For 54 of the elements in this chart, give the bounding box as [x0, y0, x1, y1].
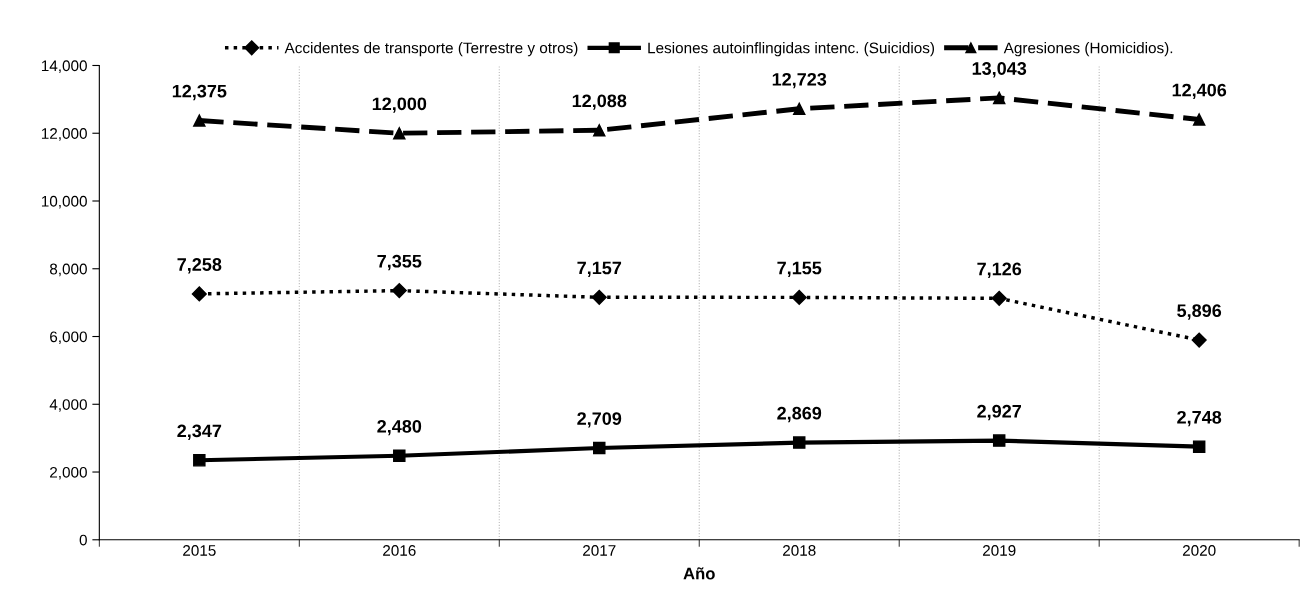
x-tick-label: 2019	[982, 545, 1016, 556]
point	[791, 289, 807, 305]
point	[1191, 332, 1207, 348]
data-label: 2,709	[577, 412, 622, 428]
x-tick-label: 2016	[383, 545, 416, 556]
point	[391, 283, 407, 299]
point	[193, 114, 206, 127]
y-tick-label: 4,000	[49, 399, 87, 412]
point	[593, 441, 606, 455]
data-label: 7,155	[777, 261, 822, 277]
y-tick-label: 8,000	[49, 263, 87, 277]
point	[191, 286, 207, 302]
data-label: 12,406	[1172, 83, 1227, 100]
y-tick-label: 2,000	[50, 466, 87, 480]
y-tick-label: 14,000	[41, 60, 87, 73]
point	[1192, 440, 1206, 453]
point	[591, 289, 607, 305]
data-label: 7,355	[377, 254, 422, 271]
data-label: 12,088	[572, 94, 627, 110]
point	[792, 436, 806, 449]
legend-label: Agresiones (Homicidios).	[1003, 42, 1173, 57]
point	[393, 449, 406, 463]
y-tick-label: 0	[79, 534, 87, 546]
data-label: 2,347	[177, 424, 222, 440]
data-label: 2,927	[977, 404, 1021, 421]
point	[991, 290, 1007, 306]
data-label: 12,000	[372, 97, 427, 113]
x-tick-label: 2018	[783, 545, 816, 556]
data-label: 12,723	[772, 72, 827, 89]
data-label: 2,869	[777, 406, 822, 423]
point	[1192, 113, 1206, 126]
point	[193, 454, 206, 467]
x-axis-title: Año	[683, 567, 715, 580]
data-label: 5,896	[1177, 304, 1222, 320]
legend-label: Lesiones autoinflingidas intenc. (Suicidios)	[648, 42, 935, 57]
x-tick-label: 2017	[583, 545, 616, 556]
x-tick-label: 2015	[183, 545, 216, 556]
data-label: 13,043	[972, 62, 1027, 78]
y-tick-label: 12,000	[41, 128, 87, 141]
legend-label: Accidentes de transporte (Terrestre y otros)	[284, 42, 578, 57]
y-tick-label: 6,000	[50, 331, 87, 344]
data-label: 12,375	[172, 84, 227, 101]
point	[593, 124, 606, 137]
point	[393, 126, 406, 140]
data-label: 7,157	[577, 261, 622, 277]
point	[992, 91, 1006, 105]
data-label: 7,258	[177, 258, 222, 274]
point	[992, 434, 1006, 447]
y-tick-label: 10,000	[41, 195, 87, 209]
data-label: 2,480	[377, 419, 422, 436]
data-label: 2,748	[1177, 410, 1222, 427]
point	[792, 102, 806, 115]
x-tick-label: 2020	[1182, 545, 1216, 556]
data-label: 7,126	[977, 262, 1022, 278]
